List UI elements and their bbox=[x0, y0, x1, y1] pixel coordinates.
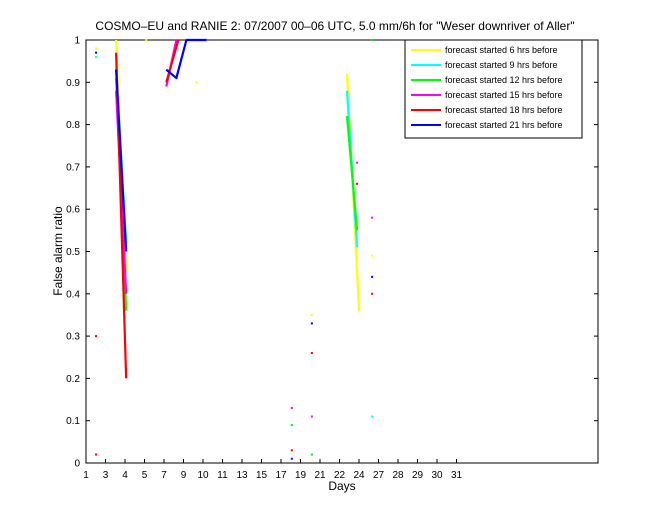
series-6-point bbox=[371, 275, 374, 278]
series-6-point bbox=[290, 457, 293, 460]
series-3-point bbox=[371, 39, 374, 41]
legend-entry: forecast started 21 hrs before bbox=[445, 120, 563, 130]
x-tick-label: 11 bbox=[217, 470, 228, 481]
series-6-point bbox=[95, 51, 98, 54]
series-6-point bbox=[310, 322, 313, 325]
series-1-point bbox=[310, 313, 313, 316]
series-5-point bbox=[371, 292, 374, 295]
series-1-point bbox=[195, 81, 198, 84]
y-tick-label: 0.4 bbox=[66, 289, 80, 300]
x-tick-label: 3 bbox=[103, 470, 109, 481]
series-1-point bbox=[371, 254, 374, 257]
x-tick-label: 19 bbox=[295, 470, 307, 481]
legend-entry: forecast started 12 hrs before bbox=[445, 75, 563, 85]
x-tick-label: 29 bbox=[412, 470, 424, 481]
series-4-point bbox=[290, 407, 293, 410]
x-tick-label: 7 bbox=[161, 470, 167, 481]
legend-entry: forecast started 18 hrs before bbox=[445, 105, 563, 115]
data-layer bbox=[95, 38, 374, 460]
x-tick-label: 5 bbox=[142, 470, 148, 481]
legend-entry: forecast started 15 hrs before bbox=[445, 90, 563, 100]
series-1-point bbox=[145, 39, 148, 41]
series-5-point bbox=[95, 453, 98, 456]
x-tick-label: 9 bbox=[181, 470, 187, 481]
y-tick-label: 0.7 bbox=[66, 162, 80, 173]
x-tick-label: 1 bbox=[83, 470, 89, 481]
x-axis-ticks: 1 3 4 5 7 9 10 11 13 15 17 19 21 22 24 27 28 29 30 31 bbox=[83, 459, 462, 481]
series-5-point bbox=[310, 352, 313, 355]
series-2-point bbox=[95, 55, 98, 58]
x-tick-label: 31 bbox=[451, 470, 463, 481]
y-tick-label: 1 bbox=[74, 36, 80, 47]
y-axis-ticks: 0 0.1 0.2 0.3 0.4 0.5 0.6 0.7 0.8 0.9 1 bbox=[66, 36, 598, 470]
x-tick-label: 15 bbox=[256, 470, 268, 481]
x-tick-label: 27 bbox=[373, 470, 385, 481]
x-axis-label: Days bbox=[328, 479, 355, 493]
series-5-point bbox=[95, 335, 98, 338]
series-6-line bbox=[115, 69, 128, 252]
x-tick-label: 10 bbox=[197, 470, 209, 481]
y-tick-label: 0 bbox=[74, 459, 80, 470]
series-3-point bbox=[310, 453, 313, 456]
x-tick-label: 22 bbox=[334, 470, 346, 481]
x-tick-label: 30 bbox=[431, 470, 443, 481]
series-1-point bbox=[95, 47, 98, 50]
series-4-point bbox=[371, 216, 374, 219]
x-tick-label: 17 bbox=[275, 470, 287, 481]
series-2-point bbox=[371, 415, 374, 418]
x-tick-label: 21 bbox=[314, 470, 326, 481]
y-tick-label: 0.2 bbox=[66, 374, 80, 385]
legend-entry: forecast started 6 hrs before bbox=[445, 45, 558, 55]
y-axis-label: False alarm ratio bbox=[51, 206, 65, 296]
series-3-line bbox=[345, 116, 359, 231]
series-5-line bbox=[165, 39, 180, 83]
series-3-point bbox=[290, 423, 293, 426]
y-tick-label: 0.8 bbox=[66, 120, 80, 131]
legend-entry: forecast started 9 hrs before bbox=[445, 60, 558, 70]
series-5-point bbox=[290, 449, 293, 452]
legend-box bbox=[404, 39, 583, 139]
x-tick-label: 24 bbox=[353, 470, 365, 481]
legend: forecast started 6 hrs before forecast st… bbox=[404, 39, 583, 139]
y-tick-label: 0.6 bbox=[66, 205, 80, 216]
series-5-point bbox=[356, 182, 359, 185]
chart-title: COSMO–EU and RANIE 2: 07/2007 00–06 UTC,… bbox=[95, 19, 574, 33]
y-tick-label: 0.9 bbox=[66, 78, 80, 89]
x-tick-label: 4 bbox=[122, 470, 128, 481]
series-6-line bbox=[165, 38, 207, 80]
series-4-point bbox=[356, 161, 359, 164]
y-tick-label: 0.5 bbox=[66, 247, 80, 258]
x-tick-label: 28 bbox=[392, 470, 404, 481]
y-tick-label: 0.3 bbox=[66, 332, 80, 343]
x-tick-label: 13 bbox=[236, 470, 248, 481]
y-tick-label: 0.1 bbox=[66, 416, 80, 427]
series-4-point bbox=[310, 415, 313, 418]
